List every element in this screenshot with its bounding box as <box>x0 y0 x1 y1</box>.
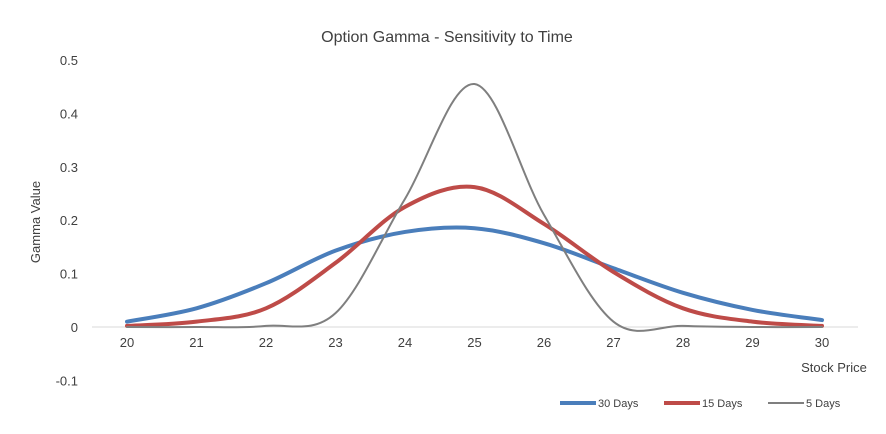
legend-item: 15 Days <box>664 398 743 410</box>
x-tick-label: 24 <box>398 335 412 350</box>
legend-label: 15 Days <box>702 398 743 410</box>
x-tick-label: 23 <box>328 335 342 350</box>
y-tick-label: 0.5 <box>60 53 78 68</box>
series-line-15-days <box>125 184 824 328</box>
x-tick-label: 25 <box>467 335 481 350</box>
x-tick-label: 29 <box>745 335 759 350</box>
x-tick-label: 28 <box>676 335 690 350</box>
x-tick-label: 21 <box>189 335 203 350</box>
y-axis-label: Gamma Value <box>28 181 43 263</box>
y-tick-label: 0 <box>71 320 78 335</box>
x-tick-label: 20 <box>120 335 134 350</box>
y-tick-label: 0.4 <box>60 106 78 121</box>
x-tick-label: 26 <box>537 335 551 350</box>
x-tick-label: 27 <box>606 335 620 350</box>
series-line-5-days <box>126 83 823 332</box>
chart-title: Option Gamma - Sensitivity to Time <box>321 29 573 46</box>
legend-item: 5 Days <box>768 398 841 410</box>
x-axis-label: Stock Price <box>801 360 867 375</box>
y-tick-label: 0.2 <box>60 213 78 228</box>
y-tick-label: 0.3 <box>60 160 78 175</box>
legend-item: 30 Days <box>560 398 639 410</box>
legend-label: 5 Days <box>806 398 841 410</box>
y-tick-label: 0.1 <box>60 267 78 282</box>
x-tick-label: 22 <box>259 335 273 350</box>
y-tick-label: -0.1 <box>56 373 78 388</box>
x-tick-label: 30 <box>815 335 829 350</box>
series-line-30-days <box>125 225 824 324</box>
legend-label: 30 Days <box>598 398 639 410</box>
